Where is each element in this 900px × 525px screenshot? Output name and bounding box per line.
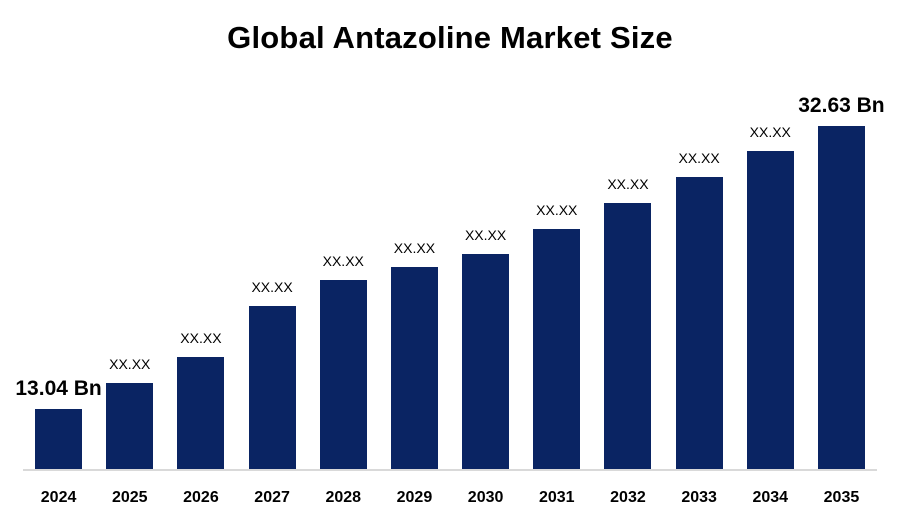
bar-2033 <box>675 177 723 470</box>
bar-2032 <box>604 203 652 470</box>
bar-value-label-2035: 32.63 Bn <box>798 94 885 117</box>
x-tick-label-2025: 2025 <box>111 489 148 506</box>
x-axis-line <box>23 469 877 471</box>
x-tick-label-2027: 2027 <box>254 489 290 506</box>
x-tick-label-2035: 2035 <box>823 489 860 506</box>
bar-value-label-2031: XX.XX <box>536 202 578 218</box>
x-tick-label-2034: 2034 <box>752 489 789 506</box>
x-tick-label-2032: 2032 <box>610 489 646 506</box>
bar-2029 <box>390 267 438 470</box>
x-tick-label-2028: 2028 <box>325 489 362 506</box>
bar-2031 <box>533 229 581 470</box>
bar-value-label-2030: XX.XX <box>464 227 507 243</box>
x-tick-label-2024: 2024 <box>40 489 77 506</box>
bar-value-label-2033: XX.XX <box>678 150 720 166</box>
bar-value-label-2024: 13.04 Bn <box>15 377 102 400</box>
bar-2028 <box>319 280 367 470</box>
bar-2024 <box>35 409 83 470</box>
bar-value-label-2027: XX.XX <box>251 279 293 295</box>
bar-2034 <box>746 151 794 470</box>
bar-2026 <box>177 357 225 470</box>
x-tick-label-2031: 2031 <box>538 489 575 506</box>
x-tick-label-2026: 2026 <box>183 489 219 506</box>
x-tick-label-2029: 2029 <box>396 489 433 506</box>
x-tick-label-2033: 2033 <box>681 489 717 506</box>
bar-2025 <box>106 383 154 470</box>
bar-value-label-2032: XX.XX <box>607 176 649 192</box>
bar-2035 <box>817 126 865 470</box>
bar-value-label-2025: XX.XX <box>109 356 151 372</box>
bar-value-label-2034: XX.XX <box>749 124 791 140</box>
bar-value-label-2026: XX.XX <box>180 330 222 346</box>
bar-value-label-2028: XX.XX <box>322 253 364 269</box>
bar-value-label-2029: XX.XX <box>393 240 436 256</box>
bar-2027 <box>248 306 296 470</box>
x-tick-label-2030: 2030 <box>467 489 504 506</box>
bar-2030 <box>462 254 510 470</box>
chart-title: Global Antazoline Market Size <box>227 20 673 55</box>
